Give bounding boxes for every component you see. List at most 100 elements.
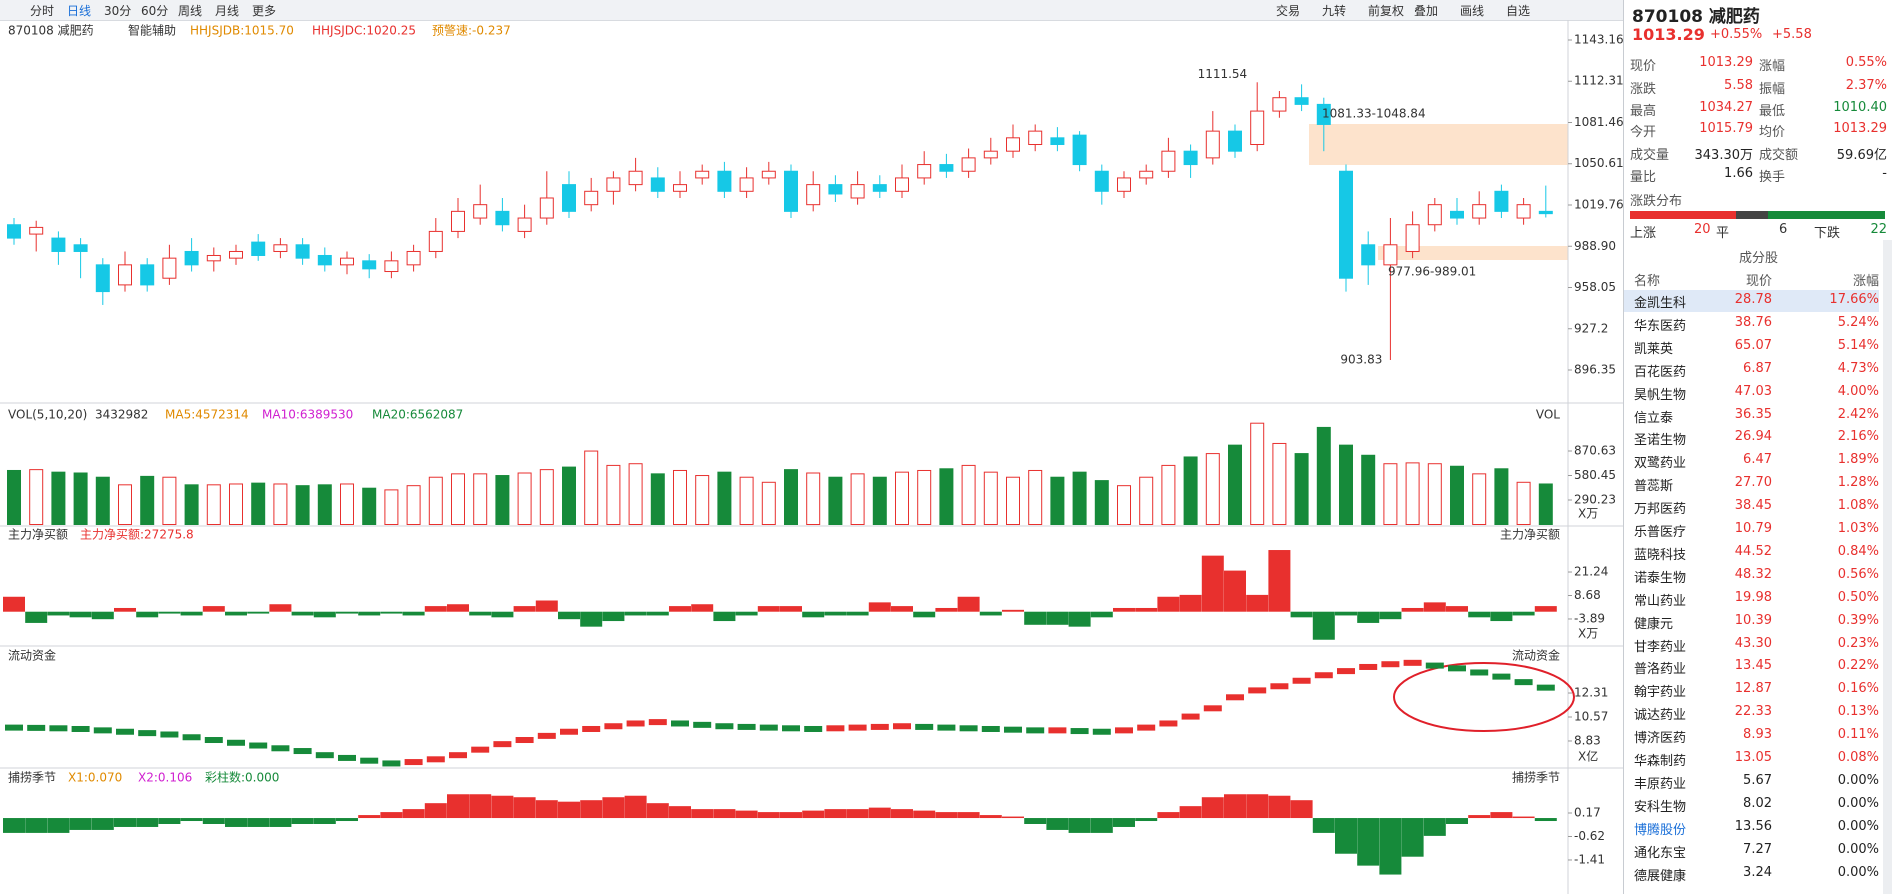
quote-label: 涨幅 (1759, 59, 1786, 74)
stock-name[interactable]: 普洛药业 (1634, 662, 1687, 678)
liquidity-bar (1159, 720, 1178, 727)
highlight-zone (1378, 246, 1568, 260)
stock-name[interactable]: 百花医药 (1634, 364, 1687, 380)
season-bar (424, 803, 447, 819)
dist-value: 22 (1870, 222, 1887, 237)
stock-name[interactable]: 万邦医药 (1634, 502, 1687, 518)
toolbar-tab[interactable]: 30分 (104, 4, 132, 18)
toolbar-button[interactable]: 画线 (1460, 4, 1485, 18)
stock-change: 0.08% (1837, 750, 1879, 765)
toolbar-button[interactable]: 前复权 (1368, 4, 1405, 18)
stock-name[interactable]: 普蕊斯 (1634, 479, 1674, 495)
stock-name[interactable]: 甘李药业 (1634, 639, 1687, 655)
volume-bar (828, 476, 843, 525)
stock-name[interactable]: 健康元 (1634, 616, 1674, 632)
stock-name[interactable]: 乐普医疗 (1634, 525, 1687, 540)
net-buy-bar (757, 606, 780, 612)
liquidity-bar (737, 723, 756, 730)
stock-name[interactable]: 通化东宝 (1634, 845, 1687, 861)
season-bar (757, 812, 780, 819)
net-buy-bar (91, 611, 114, 620)
stock-name[interactable]: 翰宇药业 (1634, 685, 1687, 701)
candle-body (1472, 204, 1487, 219)
toolbar-tab[interactable]: 月线 (215, 4, 240, 18)
season-bar (780, 812, 802, 819)
volume-bar (340, 483, 354, 526)
stock-change: 0.00% (1837, 795, 1879, 811)
toolbar-button[interactable]: 叠加 (1414, 4, 1439, 18)
liquidity-bar (1092, 728, 1111, 735)
quote-label: 量比 (1630, 170, 1657, 185)
toolbar-tab[interactable]: 分时 (30, 4, 55, 18)
stock-name[interactable]: 诚达药业 (1634, 708, 1687, 724)
quote-label: 换手 (1759, 170, 1786, 185)
candle-body (1161, 150, 1176, 172)
quote-label: 最低 (1759, 104, 1786, 119)
stock-name[interactable]: 华森制药 (1634, 754, 1687, 769)
stock-name[interactable]: 圣诺生物 (1634, 433, 1687, 449)
volume-bar (51, 471, 66, 525)
stock-name[interactable]: 金凯生科 (1634, 296, 1687, 311)
toolbar-tab[interactable]: 更多 (252, 4, 277, 18)
candle-body (1450, 210, 1464, 219)
stock-name[interactable]: 凯莱英 (1634, 341, 1674, 357)
season-bar (1379, 818, 1402, 875)
candle-body (739, 177, 754, 192)
y-tick-label: 8.83 (1574, 733, 1601, 747)
season-bar (225, 818, 247, 827)
stock-name[interactable]: 丰原药业 (1634, 776, 1687, 792)
toolbar-button[interactable]: 交易 (1276, 4, 1301, 18)
volume-bar (1117, 485, 1131, 525)
stock-name[interactable]: 蓝晓科技 (1634, 547, 1687, 563)
volume-bar (1450, 465, 1464, 526)
volume-bar (29, 469, 44, 526)
toolbar-tab[interactable]: 60分 (141, 4, 169, 18)
stock-name[interactable]: 德展健康 (1634, 868, 1687, 884)
distribution-bar (1736, 211, 1769, 219)
stock-name[interactable]: 诺泰生物 (1634, 570, 1687, 586)
volume-bar (295, 485, 310, 525)
candle-body (1383, 244, 1398, 266)
season-bar (380, 812, 403, 819)
candle-body (606, 177, 621, 192)
candle-body (1316, 103, 1331, 125)
net-buy-bar (1512, 611, 1535, 616)
season-bar (1534, 818, 1557, 822)
season-bar (202, 818, 225, 824)
y-tick-label: 580.45 (1574, 468, 1616, 482)
stock-name[interactable]: 博济医药 (1634, 731, 1687, 747)
stock-name[interactable]: 双鹭药业 (1634, 456, 1687, 472)
toolbar-button[interactable]: 自选 (1506, 4, 1531, 18)
stock-change: 0.56% (1837, 566, 1879, 582)
toolbar-tab[interactable]: 日线 (67, 4, 92, 18)
candle-body (895, 177, 909, 192)
season-bar (713, 809, 736, 819)
stock-price: 13.05 (1734, 750, 1772, 765)
toolbar-tab[interactable]: 周线 (178, 4, 203, 18)
liquidity-bar (560, 728, 578, 735)
volume-bar (1316, 426, 1331, 526)
stock-change: 0.11% (1837, 727, 1879, 743)
stock-price: 13.56 (1734, 818, 1772, 834)
stock-name[interactable]: 博腾股份 (1634, 822, 1687, 838)
toolbar-button[interactable]: 九转 (1322, 4, 1347, 18)
season-bar (402, 809, 425, 819)
net-buy-bar (136, 611, 159, 618)
volume-bar (206, 484, 221, 525)
season-bar (269, 818, 292, 827)
season-bar (158, 818, 181, 824)
stock-name[interactable]: 常山药业 (1634, 593, 1687, 609)
net-buy-bar (3, 596, 25, 612)
liquidity-bar (227, 739, 245, 746)
stock-name[interactable]: 信立泰 (1634, 410, 1674, 426)
stock-name[interactable]: 昊帆生物 (1634, 387, 1687, 403)
last-price: 1013.29 (1632, 25, 1705, 44)
stock-name[interactable]: 安科生物 (1634, 799, 1687, 815)
stock-name[interactable]: 华东医药 (1634, 318, 1687, 334)
volume-bar (1538, 483, 1553, 526)
season-bar (91, 818, 114, 830)
volume-bar (784, 469, 798, 526)
unit-label: X万 (1578, 507, 1598, 521)
season-bar (1423, 818, 1446, 836)
liquidity-bar (515, 737, 534, 744)
